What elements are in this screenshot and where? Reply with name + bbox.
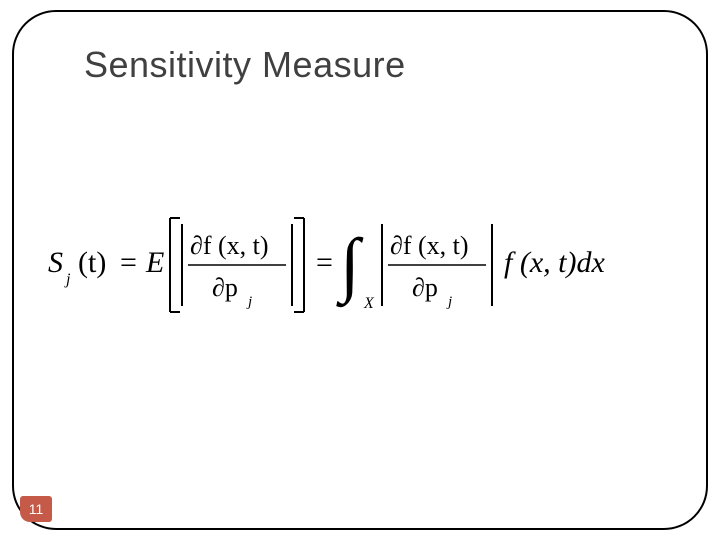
eq-lhs-S: S: [48, 246, 63, 279]
eq-frac2-top: ∂f (x, t): [390, 231, 469, 260]
slide-title: Sensitivity Measure: [84, 44, 406, 86]
eq-frac1-top: ∂f (x, t): [190, 231, 269, 260]
eq-frac2-bot-sub: j: [446, 294, 452, 310]
eq-equals-2: =: [316, 246, 333, 279]
eq-expectation-E: E: [145, 246, 164, 279]
eq-f-dx: f (x, t)dx: [504, 246, 605, 279]
eq-bracket-right: [294, 218, 304, 312]
equation-svg: S j (t) = E: [48, 210, 668, 320]
page-number-badge: 11: [20, 496, 52, 522]
eq-frac2-bot: ∂p: [412, 273, 438, 302]
slide: Sensitivity Measure S j (t) = E: [0, 0, 720, 540]
eq-frac1-bot-sub: j: [246, 294, 252, 310]
eq-lhs-sub-j: j: [64, 271, 71, 288]
eq-integral-sign: ∫: [336, 224, 364, 308]
eq-bracket-left: [170, 218, 180, 312]
eq-equals-1: =: [120, 246, 137, 279]
eq-frac1-bot: ∂p: [212, 273, 238, 302]
sensitivity-equation: S j (t) = E: [48, 210, 668, 320]
eq-integral-sub: X: [363, 295, 375, 312]
eq-lhs-arg: (t): [78, 246, 106, 279]
